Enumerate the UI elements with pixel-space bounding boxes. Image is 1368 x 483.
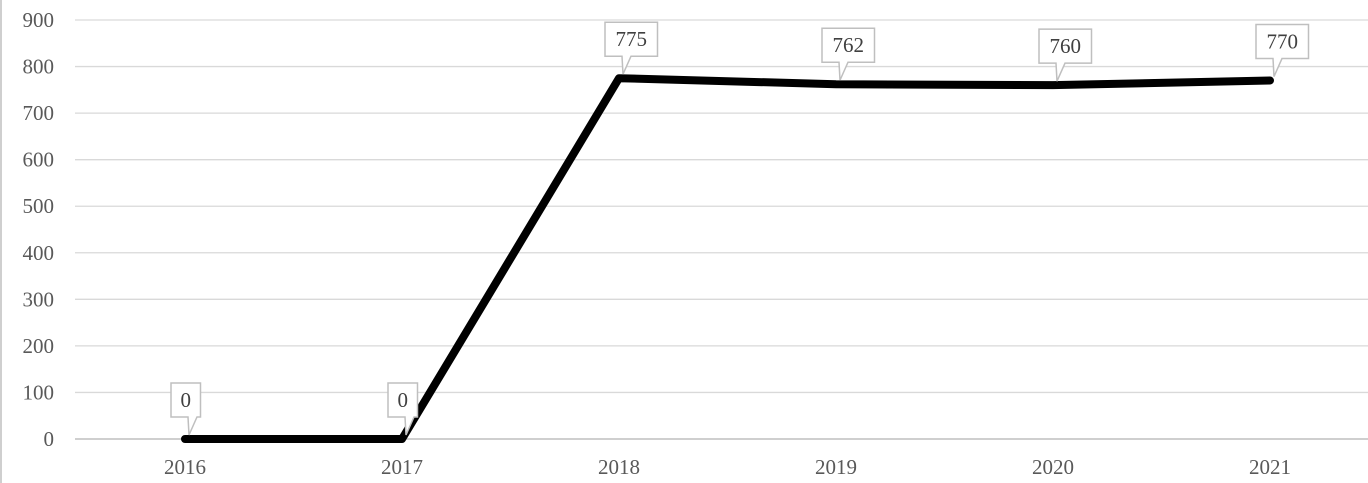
y-tick-label: 500 bbox=[23, 194, 55, 218]
data-label-callout: 760 bbox=[1038, 28, 1093, 82]
y-tick-label: 0 bbox=[44, 427, 55, 451]
y-tick-label: 600 bbox=[23, 148, 55, 172]
y-tick-label: 400 bbox=[23, 241, 55, 265]
y-tick-label: 900 bbox=[23, 8, 55, 32]
data-label: 770 bbox=[1267, 30, 1299, 54]
callout-box bbox=[387, 382, 419, 436]
callout-box bbox=[1255, 23, 1310, 77]
x-tick-label: 2016 bbox=[164, 455, 206, 479]
y-tick-label: 800 bbox=[23, 55, 55, 79]
data-label: 775 bbox=[616, 27, 648, 51]
y-tick-label: 700 bbox=[23, 101, 55, 125]
callout-box bbox=[821, 27, 876, 81]
y-tick-label: 100 bbox=[23, 380, 55, 404]
series-layer bbox=[181, 74, 1274, 443]
data-point bbox=[1269, 79, 1271, 82]
data-label: 0 bbox=[181, 388, 192, 412]
data-label-callout: 0 bbox=[387, 382, 419, 436]
x-tick-label: 2017 bbox=[381, 455, 423, 479]
data-label-callout: 0 bbox=[170, 382, 202, 436]
gridlines bbox=[75, 19, 1368, 440]
x-axis: 2016 2017 2018 2019 2020 2021 bbox=[164, 455, 1291, 479]
data-point bbox=[184, 438, 186, 440]
x-tick-label: 2020 bbox=[1032, 455, 1074, 479]
y-tick-label: 200 bbox=[23, 334, 55, 358]
x-tick-label: 2019 bbox=[815, 455, 857, 479]
callout-box bbox=[604, 21, 659, 75]
data-point bbox=[401, 438, 403, 440]
series-line bbox=[181, 74, 1274, 443]
y-tick-label: 300 bbox=[23, 287, 55, 311]
data-labels: 0 0 775 762 760 770 bbox=[170, 21, 1310, 436]
x-tick-label: 2018 bbox=[598, 455, 640, 479]
data-label: 0 bbox=[398, 388, 409, 412]
callout-box bbox=[1038, 28, 1093, 82]
data-label-callout: 770 bbox=[1255, 23, 1310, 77]
data-label-callout: 762 bbox=[821, 27, 876, 81]
data-label-callout: 775 bbox=[604, 21, 659, 75]
data-point bbox=[1052, 84, 1054, 87]
data-point bbox=[618, 77, 620, 80]
data-label: 762 bbox=[833, 33, 865, 57]
data-point bbox=[835, 83, 837, 86]
callout-box bbox=[170, 382, 202, 436]
data-label: 760 bbox=[1050, 34, 1082, 58]
x-tick-label: 2021 bbox=[1249, 455, 1291, 479]
y-axis: 0 100 200 300 400 500 600 700 800 900 bbox=[0, 0, 55, 483]
